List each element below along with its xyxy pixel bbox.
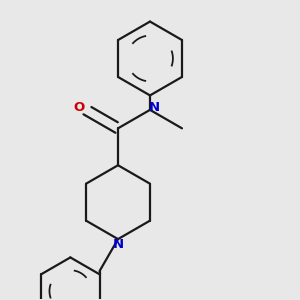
Text: O: O — [74, 101, 85, 114]
Text: N: N — [148, 101, 160, 114]
Text: N: N — [112, 238, 124, 251]
